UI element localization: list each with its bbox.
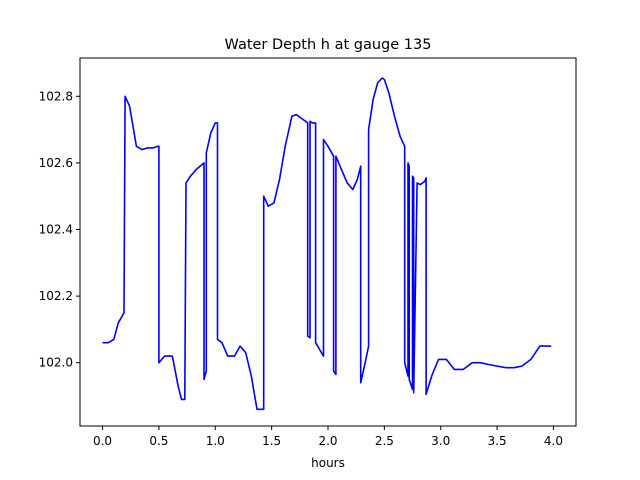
x-tick-label: 2.5 [375,434,394,448]
series-line-1 [102,77,552,411]
x-axis-label: hours [311,456,345,470]
y-tick-label: 102.8 [39,89,73,103]
x-axis-ticks: 0.0 0.5 1.0 1.5 2.0 2.5 3.0 3.5 4.0 [93,426,563,448]
x-tick-label: 0.0 [93,434,112,448]
x-tick-label: 1.0 [206,434,225,448]
x-tick-label: 3.0 [431,434,450,448]
y-tick-label: 102.0 [39,356,73,370]
y-tick-label: 102.6 [39,156,73,170]
y-axis-ticks: 102.0 102.2 102.4 102.6 102.8 [39,89,80,370]
x-tick-label: 4.0 [544,434,563,448]
y-tick-label: 102.4 [39,223,73,237]
chart-title: Water Depth h at gauge 135 [225,37,432,53]
x-tick-label: 2.0 [318,434,337,448]
x-tick-label: 3.5 [488,434,507,448]
plot-area [79,57,577,427]
x-tick-label: 1.5 [262,434,281,448]
x-tick-label: 0.5 [149,434,168,448]
y-tick-label: 102.2 [39,289,73,303]
plot-background [80,58,576,426]
series-layer [102,77,552,411]
